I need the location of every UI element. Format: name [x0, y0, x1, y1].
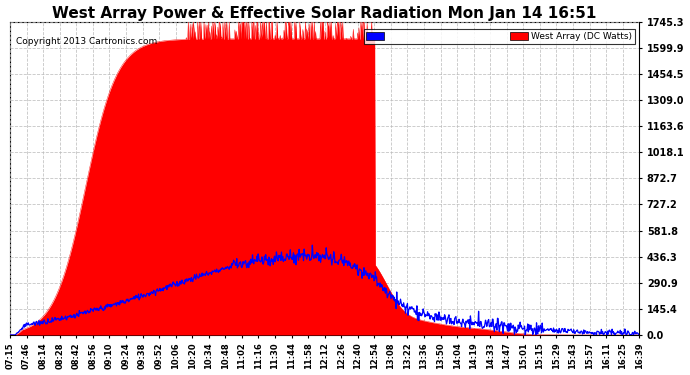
- Title: West Array Power & Effective Solar Radiation Mon Jan 14 16:51: West Array Power & Effective Solar Radia…: [52, 6, 597, 21]
- Legend: Radiation (Effective w/m2), West Array (DC Watts): Radiation (Effective w/m2), West Array (…: [364, 29, 635, 44]
- Text: Copyright 2013 Cartronics.com: Copyright 2013 Cartronics.com: [17, 38, 157, 46]
